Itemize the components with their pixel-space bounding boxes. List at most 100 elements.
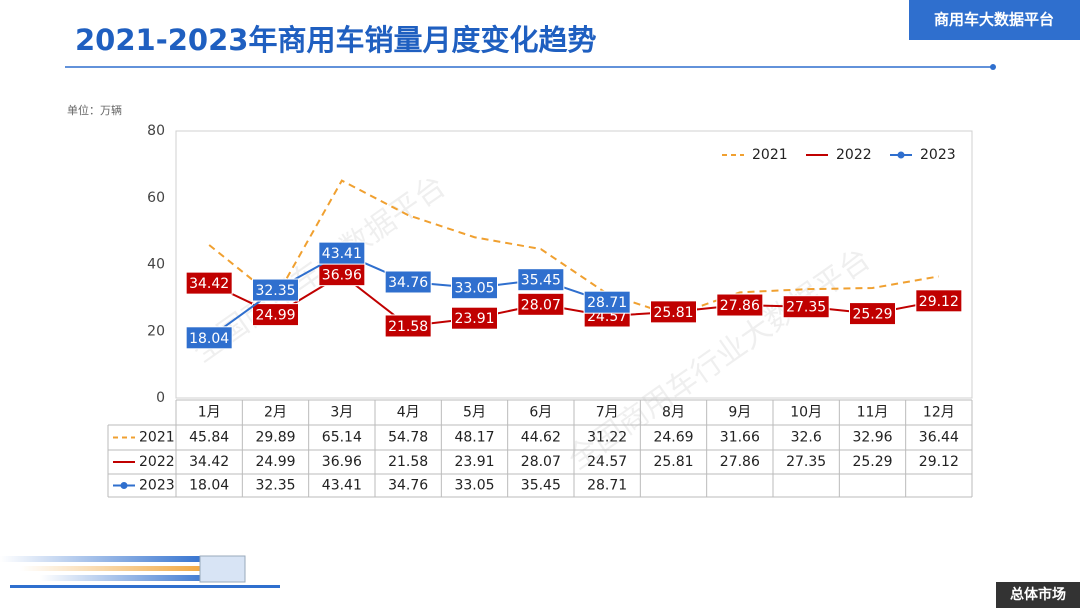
table-cell: 44.62 (521, 430, 561, 446)
data-label: 24.99 (255, 308, 295, 324)
x-tick-label: 5月 (463, 405, 486, 421)
legend-label: 2022 (836, 147, 872, 163)
table-cell: 48.17 (454, 430, 494, 446)
data-label: 18.04 (189, 331, 229, 347)
badge: 商用车大数据平台 (934, 11, 1054, 29)
table-cell: 24.69 (653, 430, 693, 446)
data-label-bg (252, 278, 299, 302)
data-label-bg (782, 295, 830, 319)
data-label: 28.07 (521, 297, 561, 313)
table-cell: 32.6 (791, 430, 822, 446)
data-label-bg (517, 268, 565, 292)
y-tick-label: 20 (147, 323, 165, 339)
data-label-bg (318, 241, 366, 265)
table-cell: 18.04 (189, 478, 229, 494)
data-label-bg (252, 303, 299, 327)
table-cell: 65.14 (322, 430, 362, 446)
x-tick-label: 6月 (529, 405, 552, 421)
table-cell: 29.89 (255, 430, 295, 446)
data-label: 23.91 (454, 311, 494, 327)
unit-label: 单位：万辆 (67, 103, 122, 117)
data-label: 33.05 (454, 281, 494, 297)
data-label: 29.12 (919, 294, 959, 310)
table-cell: 33.05 (454, 478, 494, 494)
table-row-label: 2023 (139, 478, 175, 494)
x-tick-label: 9月 (728, 405, 751, 421)
table-cell: 21.58 (388, 454, 428, 470)
table-cell: 28.71 (587, 478, 627, 494)
legend-marker (897, 151, 905, 159)
badge-bg (909, 0, 1080, 40)
x-tick-label: 7月 (596, 405, 619, 421)
data-label-bg (384, 270, 432, 294)
title-rule-dot (990, 64, 996, 70)
table-cell: 34.76 (388, 478, 428, 494)
table-cell: 31.22 (587, 430, 627, 446)
data-label-bg (185, 326, 233, 350)
data-label: 25.81 (653, 305, 693, 321)
table-cell: 27.35 (786, 454, 826, 470)
table-cell: 43.41 (322, 478, 362, 494)
x-tick-label: 8月 (662, 405, 685, 421)
data-label-bg (716, 293, 764, 317)
data-label: 28.71 (587, 295, 627, 311)
x-tick-label: 4月 (397, 405, 420, 421)
legend-marker (120, 482, 128, 489)
legend-label: 2021 (752, 147, 788, 163)
page-title: 2021-2023年商用车销量月度变化趋势 (75, 23, 596, 57)
table-cell: 23.91 (454, 454, 494, 470)
data-label: 43.41 (322, 246, 362, 262)
table-cell: 35.45 (521, 478, 561, 494)
x-tick-label: 11月 (857, 405, 889, 421)
table-cell: 45.84 (189, 430, 229, 446)
table-cell: 25.29 (852, 454, 892, 470)
data-label-bg (849, 302, 896, 326)
data-label-bg (915, 289, 963, 313)
data-label-bg (451, 306, 498, 330)
footer-badge-bg (996, 582, 1080, 608)
table-row-label: 2021 (139, 430, 175, 446)
y-tick-label: 80 (147, 123, 165, 139)
x-tick-label: 1月 (198, 405, 221, 421)
table-cell: 32.35 (255, 478, 295, 494)
table-cell: 36.96 (322, 454, 362, 470)
x-tick-label: 10月 (790, 405, 822, 421)
series-line (208, 179, 940, 317)
data-label: 36.96 (322, 268, 362, 284)
data-label-bg (517, 292, 565, 316)
data-label-bg (451, 276, 498, 300)
data-label-bg (384, 314, 432, 338)
plot-frame (175, 130, 973, 399)
data-label-bg (185, 271, 233, 295)
data-label-bg (650, 300, 697, 324)
table-cell: 32.96 (852, 430, 892, 446)
table-cell: 24.99 (255, 454, 295, 470)
footer-badge: 总体市场 (1010, 586, 1066, 603)
x-tick-label: 2月 (264, 405, 287, 421)
data-label: 34.76 (388, 275, 428, 291)
table-cell: 24.57 (587, 454, 627, 470)
table-cell: 27.86 (720, 454, 760, 470)
table-cell: 54.78 (388, 430, 428, 446)
data-label: 21.58 (388, 319, 428, 335)
y-tick-label: 60 (147, 190, 165, 206)
table-cell: 28.07 (521, 454, 561, 470)
data-label-bg (583, 290, 631, 314)
data-label: 27.86 (720, 298, 760, 314)
legend-label: 2023 (920, 147, 956, 163)
data-label: 35.45 (521, 273, 561, 289)
y-tick-label: 40 (147, 257, 165, 273)
x-tick-label: 12月 (923, 405, 955, 421)
data-label: 25.29 (852, 307, 892, 323)
data-label: 27.35 (786, 300, 826, 316)
table-cell: 34.42 (189, 454, 229, 470)
table-cell: 36.44 (919, 430, 959, 446)
table-row-label: 2022 (139, 454, 175, 470)
y-tick-label: 0 (156, 390, 165, 406)
table-cell: 29.12 (919, 454, 959, 470)
data-label: 34.42 (189, 276, 229, 292)
table-cell: 25.81 (653, 454, 693, 470)
data-label: 32.35 (255, 283, 295, 299)
